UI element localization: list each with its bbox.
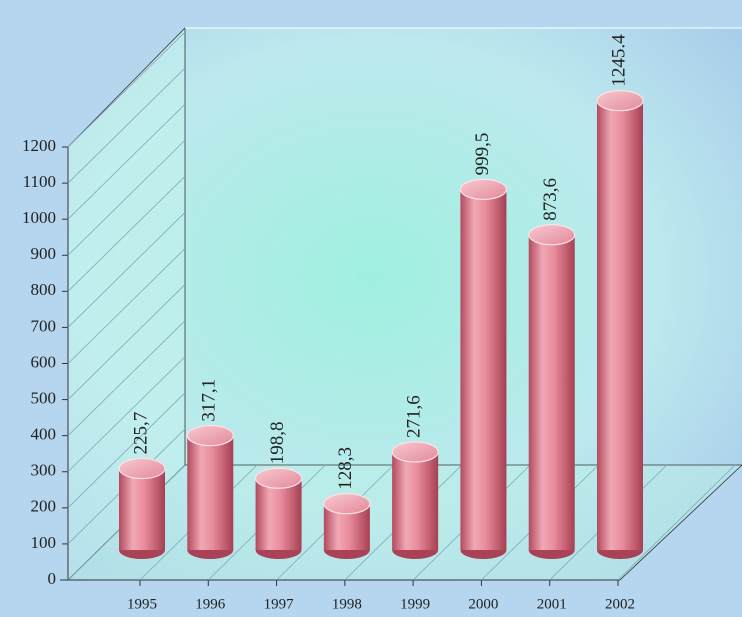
grid-line xyxy=(67,356,186,473)
data-label: 271,6 xyxy=(404,395,425,438)
grid-line xyxy=(67,392,186,509)
cylinder-top xyxy=(186,424,234,447)
grid-line xyxy=(67,212,186,328)
y-tick-label: 600 xyxy=(31,352,57,371)
y-tick-label: 300 xyxy=(31,461,57,480)
data-label: 128,3 xyxy=(335,447,356,490)
data-label: 1245.4 xyxy=(608,34,629,87)
cylinder-top xyxy=(528,224,576,246)
bar xyxy=(392,451,439,550)
cylinder-top xyxy=(459,178,508,200)
grid-line xyxy=(67,284,186,400)
bar xyxy=(119,468,165,550)
grid-line xyxy=(67,139,186,256)
x-tick-label: 2000 xyxy=(468,596,498,612)
grid-line xyxy=(67,320,186,436)
x-tick-label: 2001 xyxy=(537,596,567,612)
grid-line xyxy=(67,67,186,184)
y-tick-label: 100 xyxy=(31,533,57,552)
bar xyxy=(597,100,643,550)
cylinder-top xyxy=(596,90,644,112)
x-tick-label: 1998 xyxy=(332,596,362,612)
data-label: 317,1 xyxy=(199,379,220,422)
y-tick-label: 800 xyxy=(31,280,57,299)
bar xyxy=(255,478,302,550)
x-tick-label: 1999 xyxy=(400,596,430,612)
grid-line xyxy=(67,176,186,292)
cylinder-top xyxy=(254,467,303,489)
data-label: 999,5 xyxy=(472,133,493,176)
x-tick-label: 1997 xyxy=(264,596,295,612)
y-tick-label: 1200 xyxy=(22,136,56,155)
bar xyxy=(460,189,507,550)
data-label: 198,8 xyxy=(267,422,288,465)
y-tick-label: 900 xyxy=(31,244,57,263)
cylinder-top xyxy=(323,493,371,515)
y-tick-label: 400 xyxy=(31,425,57,444)
grid-line xyxy=(67,103,186,220)
grid-line xyxy=(67,31,186,148)
x-tick-label: 2002 xyxy=(605,596,635,612)
y-tick-label: 1000 xyxy=(22,208,56,227)
grid-line xyxy=(67,248,186,364)
x-tick-label: 1996 xyxy=(195,596,226,612)
cylinder-top xyxy=(391,441,439,463)
y-tick-label: 0 xyxy=(48,569,57,588)
floor-grid-line xyxy=(617,464,736,581)
data-label: 225,7 xyxy=(130,412,151,455)
y-tick-label: 700 xyxy=(31,316,57,335)
x-tick-label: 1995 xyxy=(127,596,157,612)
bar xyxy=(187,435,234,550)
y-tick-label: 1100 xyxy=(23,172,56,191)
cylinder-top xyxy=(118,457,166,480)
data-label: 873,6 xyxy=(540,178,561,221)
y-tick-label: 500 xyxy=(31,388,57,407)
y-tick-label: 200 xyxy=(31,497,57,516)
bar xyxy=(528,234,575,550)
